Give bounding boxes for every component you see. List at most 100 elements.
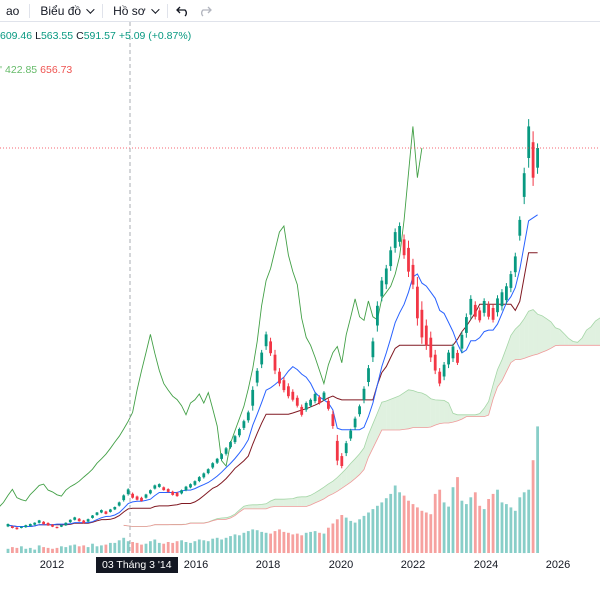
candle-body[interactable] — [335, 440, 339, 461]
candle-body[interactable] — [380, 280, 384, 297]
candle-body[interactable] — [171, 491, 175, 495]
candle-body[interactable] — [122, 495, 126, 501]
candle-body[interactable] — [184, 486, 188, 491]
candle-body[interactable] — [522, 173, 526, 197]
candle-body[interactable] — [313, 394, 317, 402]
candle-body[interactable] — [82, 520, 86, 523]
candle-body[interactable] — [304, 403, 308, 410]
candle-body[interactable] — [295, 397, 299, 406]
candle-body[interactable] — [300, 406, 304, 415]
candle-body[interactable] — [260, 352, 264, 365]
candle-body[interactable] — [478, 310, 482, 321]
candle-body[interactable] — [438, 371, 442, 384]
candle-body[interactable] — [282, 380, 286, 391]
candle-body[interactable] — [264, 334, 268, 347]
candle-body[interactable] — [344, 443, 348, 454]
candle-body[interactable] — [166, 489, 170, 492]
candle-body[interactable] — [465, 317, 468, 333]
candle-body[interactable] — [353, 418, 357, 428]
candle-body[interactable] — [68, 519, 72, 523]
candle-body[interactable] — [371, 341, 375, 358]
candle-body[interactable] — [157, 484, 161, 487]
candle-body[interactable] — [233, 436, 237, 443]
candle-body[interactable] — [11, 526, 14, 528]
candle-body[interactable] — [197, 477, 201, 481]
chart-menu-button[interactable]: Biểu đồ — [34, 0, 98, 22]
candle-body[interactable] — [206, 469, 210, 474]
candle-body[interactable] — [473, 304, 477, 317]
candle-body[interactable] — [246, 412, 250, 421]
candle-body[interactable] — [140, 497, 143, 501]
candle-body[interactable] — [55, 526, 59, 529]
candle-body[interactable] — [513, 256, 517, 273]
candle-body[interactable] — [416, 286, 419, 319]
candle-body[interactable] — [73, 517, 77, 520]
candle-body[interactable] — [91, 515, 94, 518]
candle-body[interactable] — [42, 521, 45, 525]
candle-body[interactable] — [349, 430, 353, 439]
candle-body[interactable] — [309, 399, 312, 406]
candle-body[interactable] — [15, 527, 19, 530]
candle-body[interactable] — [126, 489, 130, 495]
candle-body[interactable] — [220, 454, 223, 459]
candle-body[interactable] — [109, 509, 112, 512]
candle-body[interactable] — [86, 519, 90, 522]
candle-body[interactable] — [251, 389, 255, 406]
candle-body[interactable] — [398, 226, 401, 242]
candle-body[interactable] — [77, 518, 81, 522]
candle-body[interactable] — [46, 523, 50, 526]
candle-body[interactable] — [389, 250, 393, 267]
candle-body[interactable] — [456, 352, 459, 363]
candle-body[interactable] — [149, 490, 152, 494]
candle-body[interactable] — [536, 148, 539, 168]
candle-body[interactable] — [37, 520, 41, 523]
candle-body[interactable] — [505, 286, 508, 301]
candle-body[interactable] — [153, 485, 157, 489]
candle-body[interactable] — [287, 386, 290, 397]
candle-body[interactable] — [20, 526, 23, 528]
candle-body[interactable] — [518, 219, 522, 236]
candle-body[interactable] — [376, 305, 379, 326]
candle-body[interactable] — [162, 487, 166, 491]
candle-body[interactable] — [117, 502, 121, 506]
candle-body[interactable] — [51, 524, 54, 527]
candle-body[interactable] — [180, 490, 183, 494]
candle-body[interactable] — [6, 524, 10, 527]
candle-body[interactable] — [322, 392, 326, 399]
candle-body[interactable] — [469, 298, 473, 315]
candle-body[interactable] — [496, 298, 499, 313]
candle-body[interactable] — [487, 304, 490, 317]
candle-body[interactable] — [24, 525, 28, 528]
candle-body[interactable] — [340, 456, 344, 466]
candle-body[interactable] — [433, 354, 437, 371]
candle-body[interactable] — [291, 391, 295, 400]
candle-body[interactable] — [531, 142, 535, 178]
candle-body[interactable] — [447, 352, 450, 365]
profile-menu-button[interactable]: Hồ sơ — [107, 0, 163, 22]
candle-body[interactable] — [500, 292, 504, 307]
candle-body[interactable] — [202, 473, 206, 478]
candle-body[interactable] — [64, 522, 68, 526]
candle-body[interactable] — [273, 354, 277, 371]
candle-body[interactable] — [411, 264, 415, 285]
candle-body[interactable] — [238, 429, 241, 436]
candle-body[interactable] — [429, 337, 433, 358]
candle-body[interactable] — [269, 341, 272, 354]
candle-body[interactable] — [278, 371, 281, 384]
candle-body[interactable] — [224, 448, 228, 454]
candle-body[interactable] — [242, 421, 246, 428]
candle-body[interactable] — [358, 406, 361, 415]
candle-body[interactable] — [384, 268, 388, 285]
candle-body[interactable] — [442, 364, 446, 377]
candle-body[interactable] — [135, 496, 139, 500]
candle-body[interactable] — [95, 512, 99, 515]
time-axis[interactable]: 2026 2024 2022 2020 2018 2016 2012 03 Tháng 3 … — [0, 554, 600, 576]
candle-body[interactable] — [28, 524, 32, 526]
candle-body[interactable] — [482, 301, 486, 313]
candle-body[interactable] — [331, 414, 335, 426]
candle-body[interactable] — [33, 522, 37, 525]
candle-body[interactable] — [327, 400, 330, 409]
candle-body[interactable] — [60, 525, 63, 527]
candle-body[interactable] — [104, 511, 108, 514]
candle-body[interactable] — [229, 442, 232, 448]
